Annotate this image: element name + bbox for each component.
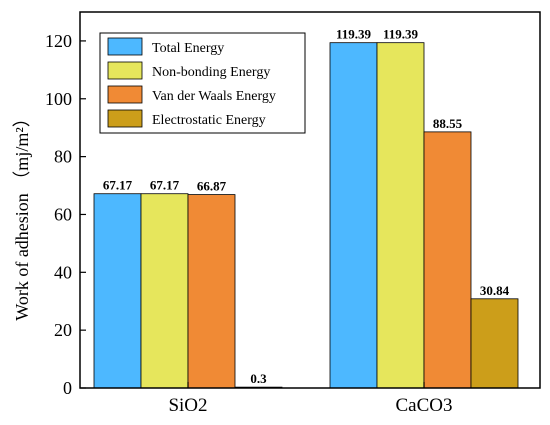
bar-caco3-electrostatic-energy xyxy=(470,298,519,389)
bar-sio2-total-energy xyxy=(93,193,142,389)
data-label: 119.39 xyxy=(383,27,419,42)
data-label: 88.55 xyxy=(433,116,463,131)
legend-entry: Electrostatic Energy xyxy=(152,113,266,128)
x-tick-label: SiO2 xyxy=(168,395,207,416)
data-label: 67.17 xyxy=(150,178,180,193)
legend-swatch xyxy=(107,37,143,56)
y-tick-label: 120 xyxy=(45,31,72,51)
data-label: 30.84 xyxy=(480,283,510,298)
x-tick-label: CaCO3 xyxy=(396,395,453,416)
data-labels-layer: 67.17 67.17 66.87 0.3 119.39 119.39 88.55 30.84 xyxy=(103,27,510,386)
bar-caco3-van-der-waals-energy xyxy=(423,131,472,389)
legend: Total Energy Non-bonding Energy Van der Wa… xyxy=(99,32,306,134)
y-axis-label: Work of adhesion （mj/m²） xyxy=(12,109,32,320)
legend-entry: Non-bonding Energy xyxy=(152,65,270,80)
legend-swatch xyxy=(107,109,143,128)
y-tick-label: 60 xyxy=(54,204,72,224)
y-tick-label: 100 xyxy=(45,89,72,109)
bar-sio2-non-bonding-energy xyxy=(140,193,189,389)
data-label: 119.39 xyxy=(336,27,372,42)
legend-swatch xyxy=(107,85,143,104)
data-label: 67.17 xyxy=(103,178,133,193)
y-tick-label: 40 xyxy=(54,262,72,282)
bar-caco3-non-bonding-energy xyxy=(376,42,425,389)
data-label: 66.87 xyxy=(197,179,227,194)
legend-entry: Total Energy xyxy=(152,41,224,56)
legend-swatch xyxy=(107,61,143,80)
y-tick-label: 20 xyxy=(54,320,72,340)
axes-layer: 0 20 40 60 80 100 120 SiO2 CaCO3 xyxy=(45,11,541,416)
y-tick-label: 0 xyxy=(63,378,72,398)
bars-layer xyxy=(93,42,519,389)
bar-sio2-van-der-waals-energy xyxy=(187,194,236,389)
data-label: 0.3 xyxy=(250,371,267,386)
legend-entry: Van der Waals Energy xyxy=(152,89,276,104)
plot-frame xyxy=(79,11,541,389)
bar-caco3-total-energy xyxy=(329,42,378,389)
y-tick-label: 80 xyxy=(54,147,72,167)
